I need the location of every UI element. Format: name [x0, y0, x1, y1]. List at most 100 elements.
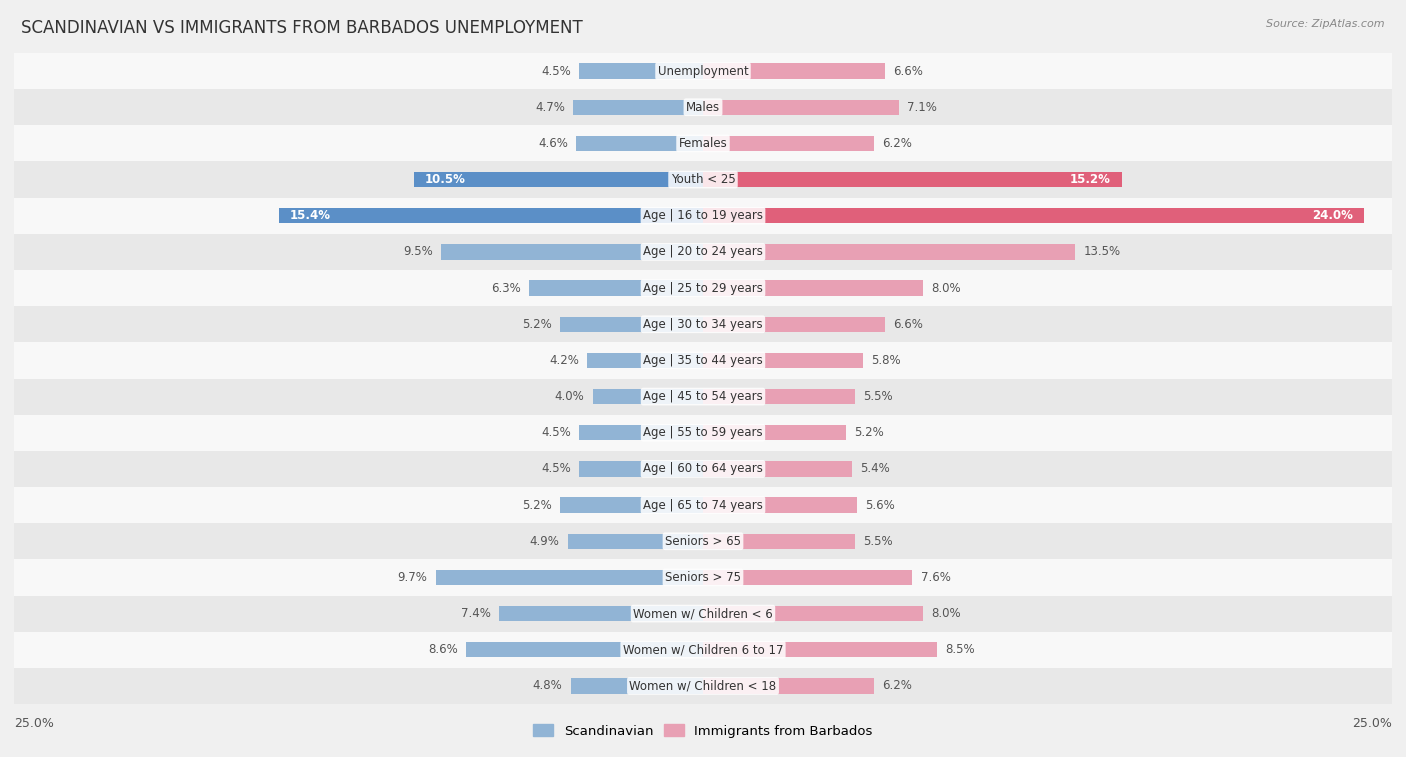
- Bar: [465, 642, 703, 657]
- Text: 15.2%: 15.2%: [1070, 173, 1111, 186]
- Bar: [703, 678, 875, 693]
- Bar: [588, 353, 703, 368]
- Bar: [14, 234, 1392, 270]
- Bar: [703, 245, 1076, 260]
- Text: 8.6%: 8.6%: [427, 643, 458, 656]
- Text: Unemployment: Unemployment: [658, 64, 748, 77]
- Text: Youth < 25: Youth < 25: [671, 173, 735, 186]
- Bar: [14, 559, 1392, 596]
- Bar: [703, 461, 852, 476]
- Text: Age | 45 to 54 years: Age | 45 to 54 years: [643, 390, 763, 403]
- Bar: [579, 425, 703, 441]
- Bar: [579, 64, 703, 79]
- Text: Age | 30 to 34 years: Age | 30 to 34 years: [643, 318, 763, 331]
- Bar: [703, 534, 855, 549]
- Bar: [14, 631, 1392, 668]
- Bar: [14, 198, 1392, 234]
- Bar: [436, 570, 703, 585]
- Text: 4.9%: 4.9%: [530, 534, 560, 548]
- Text: Age | 25 to 29 years: Age | 25 to 29 years: [643, 282, 763, 294]
- Text: 4.2%: 4.2%: [550, 354, 579, 367]
- Text: 7.4%: 7.4%: [461, 607, 491, 620]
- Text: 5.5%: 5.5%: [863, 390, 893, 403]
- Text: 6.2%: 6.2%: [882, 137, 912, 150]
- Text: 25.0%: 25.0%: [1353, 717, 1392, 730]
- Text: 5.2%: 5.2%: [522, 318, 551, 331]
- Text: 5.5%: 5.5%: [863, 534, 893, 548]
- Bar: [14, 126, 1392, 161]
- Text: 8.0%: 8.0%: [932, 282, 962, 294]
- Text: 15.4%: 15.4%: [290, 209, 330, 223]
- Bar: [703, 642, 938, 657]
- Bar: [703, 172, 1122, 187]
- Text: 25.0%: 25.0%: [14, 717, 53, 730]
- Text: 9.5%: 9.5%: [404, 245, 433, 258]
- Text: 7.6%: 7.6%: [921, 571, 950, 584]
- Text: Age | 60 to 64 years: Age | 60 to 64 years: [643, 463, 763, 475]
- Bar: [14, 596, 1392, 631]
- Bar: [593, 389, 703, 404]
- Bar: [703, 316, 884, 332]
- Bar: [499, 606, 703, 621]
- Text: 5.2%: 5.2%: [522, 499, 551, 512]
- Text: Age | 20 to 24 years: Age | 20 to 24 years: [643, 245, 763, 258]
- Text: Age | 35 to 44 years: Age | 35 to 44 years: [643, 354, 763, 367]
- Text: 4.6%: 4.6%: [538, 137, 568, 150]
- Text: 4.5%: 4.5%: [541, 64, 571, 77]
- Text: Women w/ Children < 18: Women w/ Children < 18: [630, 680, 776, 693]
- Bar: [14, 53, 1392, 89]
- Text: 6.3%: 6.3%: [491, 282, 522, 294]
- Bar: [574, 100, 703, 115]
- Bar: [571, 678, 703, 693]
- Bar: [703, 389, 855, 404]
- Text: 5.4%: 5.4%: [860, 463, 890, 475]
- Text: 10.5%: 10.5%: [425, 173, 465, 186]
- Text: 6.6%: 6.6%: [893, 318, 922, 331]
- Bar: [703, 606, 924, 621]
- Bar: [579, 461, 703, 476]
- Bar: [576, 136, 703, 151]
- Text: 8.0%: 8.0%: [932, 607, 962, 620]
- Bar: [703, 136, 875, 151]
- Bar: [14, 451, 1392, 487]
- Text: 4.8%: 4.8%: [533, 680, 562, 693]
- Text: 5.8%: 5.8%: [872, 354, 901, 367]
- Text: Women w/ Children 6 to 17: Women w/ Children 6 to 17: [623, 643, 783, 656]
- Bar: [14, 523, 1392, 559]
- Text: 6.2%: 6.2%: [882, 680, 912, 693]
- Text: 8.5%: 8.5%: [945, 643, 976, 656]
- Bar: [14, 668, 1392, 704]
- Bar: [278, 208, 703, 223]
- Text: SCANDINAVIAN VS IMMIGRANTS FROM BARBADOS UNEMPLOYMENT: SCANDINAVIAN VS IMMIGRANTS FROM BARBADOS…: [21, 19, 583, 37]
- Text: 24.0%: 24.0%: [1312, 209, 1354, 223]
- Bar: [703, 425, 846, 441]
- Bar: [14, 306, 1392, 342]
- Bar: [703, 100, 898, 115]
- Bar: [14, 89, 1392, 126]
- Text: Source: ZipAtlas.com: Source: ZipAtlas.com: [1267, 19, 1385, 29]
- Bar: [14, 161, 1392, 198]
- Bar: [703, 208, 1364, 223]
- Text: Age | 65 to 74 years: Age | 65 to 74 years: [643, 499, 763, 512]
- Bar: [14, 342, 1392, 378]
- Bar: [14, 415, 1392, 451]
- Bar: [703, 64, 884, 79]
- Bar: [560, 316, 703, 332]
- Legend: Scandinavian, Immigrants from Barbados: Scandinavian, Immigrants from Barbados: [529, 719, 877, 743]
- Bar: [441, 245, 703, 260]
- Bar: [703, 570, 912, 585]
- Text: 4.5%: 4.5%: [541, 426, 571, 439]
- Text: 4.0%: 4.0%: [555, 390, 585, 403]
- Text: 5.2%: 5.2%: [855, 426, 884, 439]
- Bar: [560, 497, 703, 512]
- Text: 5.6%: 5.6%: [866, 499, 896, 512]
- Text: 6.6%: 6.6%: [893, 64, 922, 77]
- Text: 4.5%: 4.5%: [541, 463, 571, 475]
- Bar: [413, 172, 703, 187]
- Text: Age | 55 to 59 years: Age | 55 to 59 years: [643, 426, 763, 439]
- Text: Males: Males: [686, 101, 720, 114]
- Bar: [703, 281, 924, 296]
- Bar: [530, 281, 703, 296]
- Text: 7.1%: 7.1%: [907, 101, 936, 114]
- Text: Females: Females: [679, 137, 727, 150]
